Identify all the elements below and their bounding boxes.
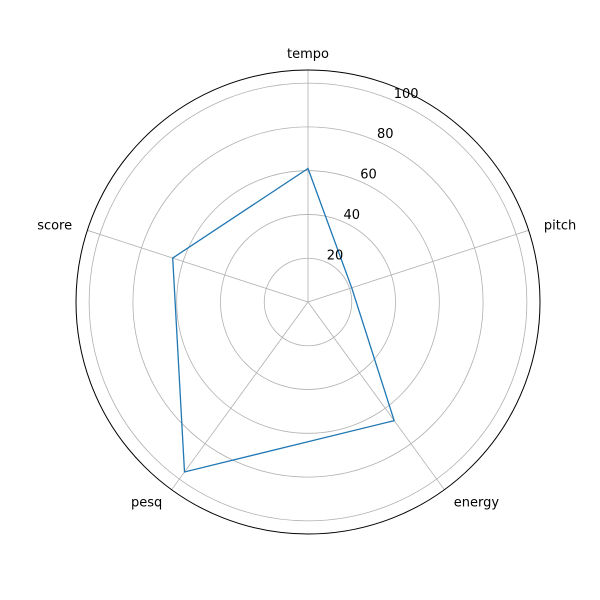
category-label-tempo: tempo (287, 47, 329, 62)
series-line-0 (172, 167, 396, 473)
spoke-energy (307, 301, 445, 490)
spoke-pitch (307, 229, 529, 303)
category-label-pesq: pesq (131, 496, 162, 511)
category-label-energy: energy (454, 496, 500, 511)
category-label-pitch: pitch (544, 218, 576, 233)
series-layer (172, 167, 396, 473)
r-tick-label-40: 40 (344, 208, 361, 223)
r-tick-label-60: 60 (360, 168, 377, 183)
label-layer: 20 40 60 80 100 tempo pitch energy pesq score (37, 47, 576, 511)
r-tick-label-80: 80 (377, 127, 394, 142)
polar-frame (75, 69, 541, 535)
grid-layer (75, 69, 541, 535)
r-tick-label-20: 20 (327, 249, 344, 264)
spoke-score (87, 229, 309, 303)
category-label-score: score (37, 218, 72, 233)
r-tick-label-100: 100 (394, 87, 419, 102)
spoke-pesq (171, 301, 309, 490)
